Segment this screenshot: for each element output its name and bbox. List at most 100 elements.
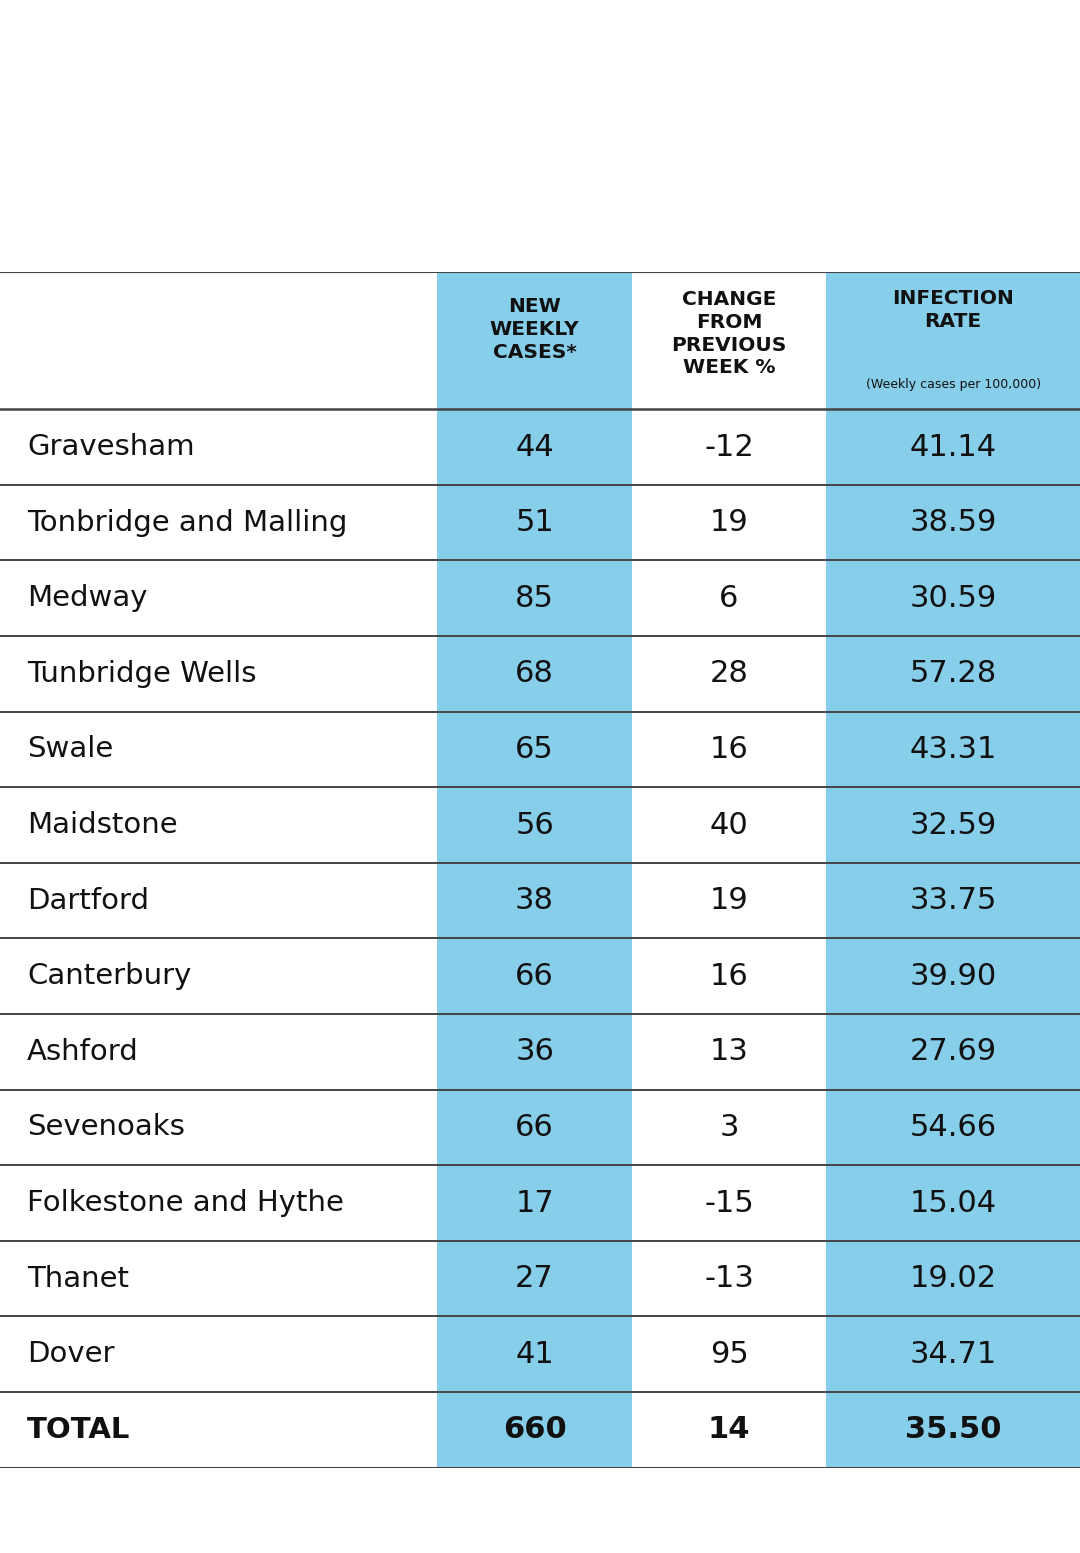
Text: 36: 36 [515,1037,554,1067]
Bar [437,938,632,1014]
Bar [826,711,1080,787]
Text: 14: 14 [707,1415,751,1444]
Text: 28: 28 [710,660,748,688]
Text: 19: 19 [710,508,748,537]
Text: Ashford: Ashford [27,1037,138,1065]
Text: 13: 13 [710,1037,748,1067]
Bar [632,1317,826,1391]
Text: Dartford: Dartford [27,887,149,915]
Text: 16: 16 [710,735,748,764]
Text: -15: -15 [704,1188,754,1218]
Text: 38.59: 38.59 [909,508,997,537]
Text: 27: 27 [515,1264,554,1294]
Text: 56: 56 [515,811,554,840]
Bar [632,1391,826,1468]
Bar [437,410,632,485]
Text: Weekly Covid-19: Weekly Covid-19 [49,54,853,137]
Text: 85: 85 [515,584,554,613]
Bar [826,272,1080,410]
Text: 35.50: 35.50 [905,1415,1001,1444]
Bar [632,272,826,410]
Text: Gravesham: Gravesham [27,433,194,461]
Bar [632,637,826,711]
Text: Thanet: Thanet [27,1264,129,1292]
Text: NEW
WEEKLY
CASES*: NEW WEEKLY CASES* [490,297,579,362]
Text: TOTAL: TOTAL [27,1416,131,1444]
Text: 65: 65 [515,735,554,764]
Text: 660: 660 [502,1415,567,1444]
Bar [632,938,826,1014]
Text: 33.75: 33.75 [909,887,997,915]
Bar [826,561,1080,637]
Bar [632,863,826,938]
Text: 16: 16 [710,961,748,991]
Bar [632,1090,826,1165]
Bar [632,485,826,561]
Bar [632,711,826,787]
Text: 38: 38 [515,887,554,915]
Text: 40: 40 [710,811,748,840]
Bar [437,1090,632,1165]
Text: 3: 3 [719,1114,739,1141]
Bar [632,561,826,637]
Text: 15.04: 15.04 [909,1188,997,1218]
Bar [826,410,1080,485]
Text: infection rates by area: infection rates by area [49,158,1080,241]
Bar [826,637,1080,711]
Bar [632,1165,826,1241]
Text: 66: 66 [515,961,554,991]
Text: Swale: Swale [27,736,113,764]
Text: 41: 41 [515,1340,554,1368]
Bar [826,485,1080,561]
Text: Folkestone and Hythe: Folkestone and Hythe [27,1190,343,1218]
Text: Dover: Dover [27,1340,114,1368]
Text: 68: 68 [515,660,554,688]
Text: * Up to October 10  Source: Public Health England: * Up to October 10 Source: Public Health… [454,1499,1048,1522]
Bar [632,410,826,485]
Bar [437,787,632,863]
Bar [437,485,632,561]
Text: 41.14: 41.14 [909,433,997,461]
Bar [437,1391,632,1468]
Text: Medway: Medway [27,584,148,612]
Bar [826,1090,1080,1165]
Text: 43.31: 43.31 [909,735,997,764]
Text: Tonbridge and Malling: Tonbridge and Malling [27,509,348,537]
Text: 6: 6 [719,584,739,613]
Bar [632,787,826,863]
Text: INFECTION
RATE: INFECTION RATE [892,289,1014,331]
Bar [437,1317,632,1391]
Bar [826,787,1080,863]
Bar [437,1241,632,1317]
Bar [826,938,1080,1014]
Text: (Weekly cases per 100,000): (Weekly cases per 100,000) [865,377,1041,391]
Bar [632,1014,826,1090]
Bar [826,863,1080,938]
Text: Canterbury: Canterbury [27,963,191,991]
Bar [437,863,632,938]
Text: 17: 17 [515,1188,554,1218]
Text: CHANGE
FROM
PREVIOUS
WEEK %: CHANGE FROM PREVIOUS WEEK % [672,290,786,377]
Text: -12: -12 [704,433,754,461]
Text: Maidstone: Maidstone [27,811,177,839]
Text: Sevenoaks: Sevenoaks [27,1114,185,1141]
Text: 32.59: 32.59 [909,811,997,840]
Text: 34.71: 34.71 [909,1340,997,1368]
Text: 27.69: 27.69 [909,1037,997,1067]
Bar [437,637,632,711]
Bar [826,1391,1080,1468]
Text: 39.90: 39.90 [909,961,997,991]
Bar [437,272,632,410]
Bar [632,1241,826,1317]
Bar [437,711,632,787]
Bar [826,1165,1080,1241]
Bar [437,561,632,637]
Text: 19: 19 [710,887,748,915]
Text: 57.28: 57.28 [909,660,997,688]
Text: 51: 51 [515,508,554,537]
Text: 44: 44 [515,433,554,461]
Bar [437,1165,632,1241]
Text: 95: 95 [710,1340,748,1368]
Text: Tunbridge Wells: Tunbridge Wells [27,660,257,688]
Text: 19.02: 19.02 [909,1264,997,1294]
